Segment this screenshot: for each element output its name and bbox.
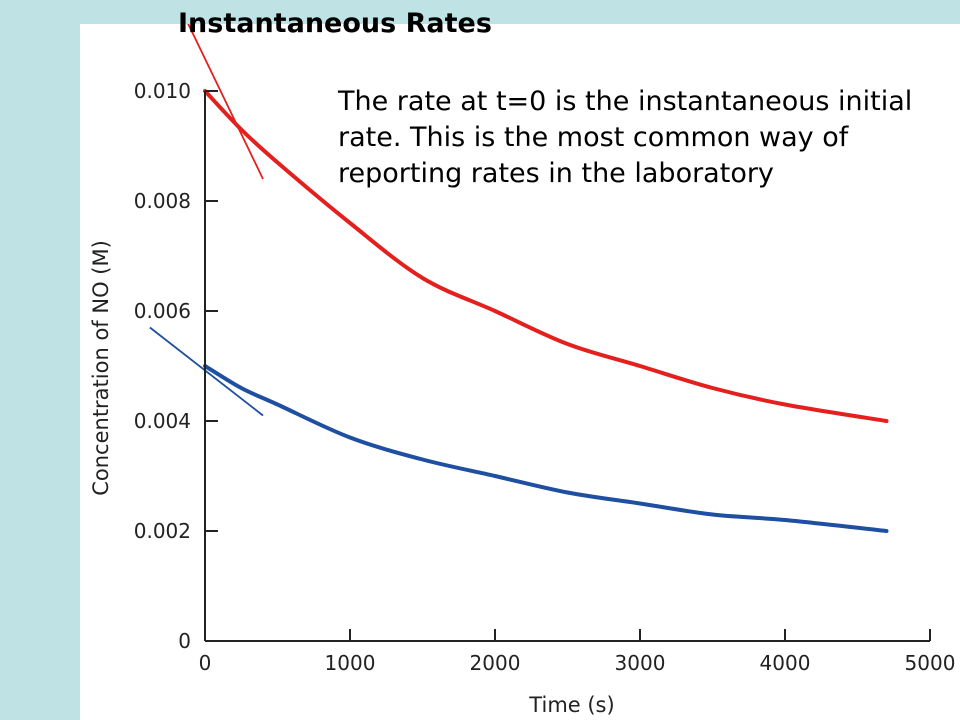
tangent-line-1: [187, 24, 264, 180]
series-curve-2: [203, 364, 889, 533]
y-tick-label: 0.008: [134, 189, 191, 213]
tangent-line-2: [149, 326, 264, 417]
y-tick-label: 0: [178, 629, 191, 653]
series-curve-1: [203, 89, 889, 423]
slide-title: Instantaneous Rates: [178, 8, 492, 39]
x-axis-title: Time (s): [528, 693, 614, 717]
y-tick-label: 0.004: [134, 409, 191, 433]
explanation-text: The rate at t=0 is the instantaneous ini…: [338, 86, 913, 189]
x-tick-label: 5000: [905, 651, 956, 675]
x-tick-label: 2000: [470, 651, 521, 675]
slide-panel: [80, 24, 960, 720]
x-tick-label: 4000: [760, 651, 811, 675]
y-axis-title: Concentration of NO (M): [89, 240, 113, 496]
y-tick-label: 0.010: [134, 79, 191, 103]
x-tick-label: 0: [199, 651, 212, 675]
y-tick-label: 0.002: [134, 519, 191, 543]
x-tick-label: 1000: [325, 651, 376, 675]
x-tick-label: 3000: [615, 651, 666, 675]
y-tick-label: 0.006: [134, 299, 191, 323]
